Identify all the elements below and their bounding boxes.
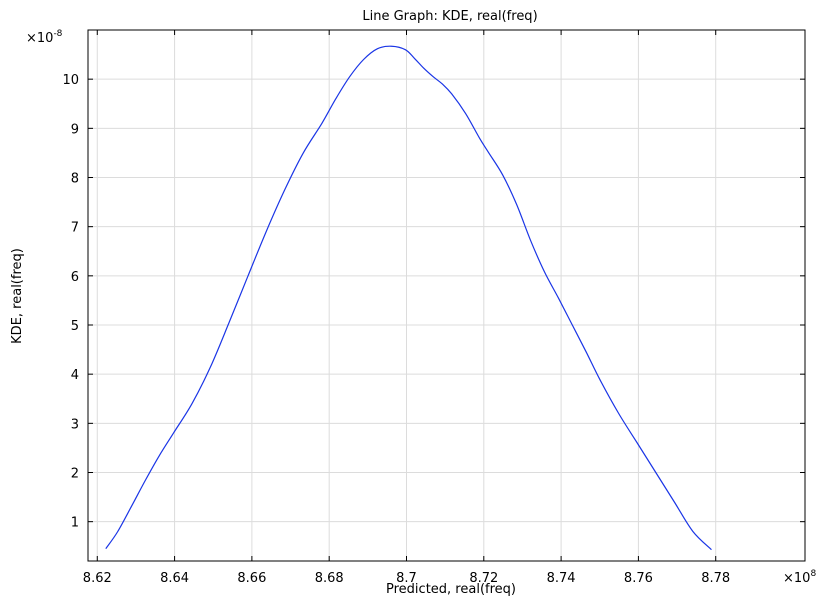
plot-area-frame: [87, 29, 806, 562]
y-multiplier-exponent: -8: [53, 29, 62, 39]
tick-marks: [88, 30, 805, 561]
y-tick-label: 10: [62, 73, 79, 88]
x-multiplier-exponent: 8: [810, 569, 816, 579]
y-axis-label: KDE, real(freq): [10, 248, 25, 344]
x-tick-label: 8.72: [469, 571, 498, 586]
x-axis-multiplier: ×108: [783, 569, 816, 586]
y-tick-label: 6: [71, 270, 79, 285]
y-tick-label: 9: [71, 122, 79, 137]
y-tick-label: 7: [71, 221, 79, 236]
x-tick-label: 8.7: [396, 571, 417, 586]
y-tick-label: 4: [71, 368, 79, 383]
x-tick-label: 8.62: [83, 571, 112, 586]
x-tick-label: 8.66: [237, 571, 266, 586]
grid: [88, 30, 805, 561]
x-multiplier-base: ×10: [783, 571, 810, 586]
x-tick-label: 8.76: [624, 571, 653, 586]
chart-title: Line Graph: KDE, real(freq): [362, 9, 537, 24]
x-tick-label: 8.68: [315, 571, 344, 586]
x-axis-label: Predicted, real(freq): [386, 582, 516, 597]
x-tick-labels: 8.62 8.64 8.66 8.68 8.7 8.72 8.74 8.76 8.78: [83, 571, 730, 586]
x-tick-label: 8.64: [160, 571, 189, 586]
y-multiplier-base: ×10: [26, 31, 53, 46]
x-tick-label: 8.74: [547, 571, 576, 586]
y-tick-label: 5: [71, 319, 79, 334]
y-tick-labels: 1 2 3 4 5 6 7 8 9 10: [62, 73, 79, 531]
series-layer: [105, 45, 712, 551]
kde-series-line: [105, 45, 712, 551]
y-axis-multiplier: ×10-8: [26, 29, 63, 46]
y-tick-label: 3: [71, 417, 79, 432]
x-tick-label: 8.78: [701, 571, 730, 586]
y-tick-label: 1: [71, 516, 79, 531]
y-tick-label: 2: [71, 467, 79, 482]
y-tick-label: 8: [71, 172, 79, 187]
